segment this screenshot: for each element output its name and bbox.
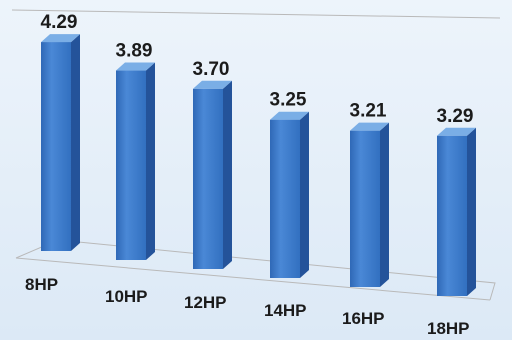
bar-16hp (350, 122, 389, 287)
bar-side-face (223, 80, 232, 269)
bar-10hp (116, 62, 155, 260)
bar-18hp (437, 127, 476, 296)
bar-side-face (300, 111, 309, 278)
data-label: 3.21 (350, 101, 387, 122)
bar-front-face (437, 135, 467, 296)
bar-side-face (146, 62, 155, 260)
bar-top-face (350, 122, 389, 131)
bar-top-face (41, 34, 80, 43)
bar-front-face (270, 119, 300, 278)
data-label: 3.70 (193, 59, 230, 80)
category-label: 14HP (264, 301, 307, 320)
labels-layer: 4.29 8HP 3.89 10HP 3.70 12HP 3.25 14HP 3.21 16HP 3… (25, 12, 473, 338)
bar-8hp (41, 34, 80, 252)
bar-12hp (193, 80, 232, 269)
category-label: 16HP (342, 309, 385, 328)
bar-top-face (437, 127, 476, 136)
category-label: 8HP (25, 275, 58, 294)
category-label: 18HP (427, 319, 470, 338)
category-label: 10HP (105, 287, 148, 306)
bar-front-face (350, 130, 380, 287)
bar-front-face (41, 42, 71, 252)
bars-layer (41, 34, 476, 296)
data-label: 3.89 (116, 41, 153, 62)
data-label: 4.29 (41, 12, 78, 33)
category-label: 12HP (184, 293, 227, 312)
bar-front-face (193, 88, 223, 269)
data-label: 3.29 (437, 106, 474, 127)
bar-front-face (116, 70, 146, 260)
bar-14hp (270, 111, 309, 278)
bar-side-face (380, 122, 389, 287)
bar-side-face (467, 127, 476, 296)
bar-top-face (270, 111, 309, 120)
data-label: 3.25 (270, 90, 307, 111)
bar-side-face (71, 34, 80, 252)
bar-top-face (193, 80, 232, 89)
bar-top-face (116, 62, 155, 71)
